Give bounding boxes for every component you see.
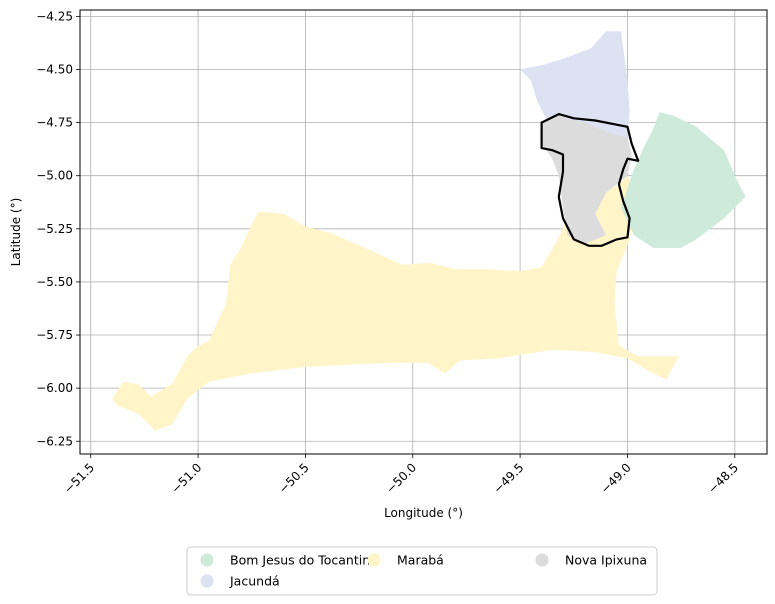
legend-marker-1 [200,574,214,588]
region-jacund- [520,31,630,138]
region-nova-ipixuna [541,116,632,244]
region-bom-jesus-do-tocantins [621,112,746,248]
region-layer [112,31,746,431]
y-tick-label-7: −6.00 [36,381,73,395]
x-tick-label-2: −50.5 [276,460,312,496]
y-axis-ticks: −4.25 −4.50 −4.75 −5.00 −5.25 −5.50 −5.75 −6.00… [36,9,80,448]
legend-label-0: Bom Jesus do Tocantins [230,553,377,568]
y-tick-label-3: −5.00 [36,169,73,183]
y-axis-label: Latitude (°) [9,198,23,267]
y-tick-label-8: −6.25 [36,434,73,448]
x-axis-ticks: −51.5 −51.0 −50.5 −50.0 −49.5 −49.0 −48.5 [61,454,741,496]
outline-layer [540,113,640,247]
x-tick-label-6: −48.5 [705,460,741,496]
y-tick-label-6: −5.75 [36,328,73,342]
legend-marker-3 [535,553,549,567]
y-tick-label-0: −4.25 [36,9,73,23]
y-tick-label-2: −4.75 [36,116,73,130]
legend-marker-2 [367,553,381,567]
x-tick-label-3: −50.0 [383,460,419,496]
x-axis-label: Longitude (°) [384,506,463,520]
x-tick-label-0: −51.5 [61,460,97,496]
y-tick-label-4: −5.25 [36,222,73,236]
region-marab- [112,175,679,431]
legend-label-3: Nova Ipixuna [565,553,647,568]
legend-label-1: Jacundá [229,574,280,589]
x-tick-label-4: −49.5 [491,460,527,496]
plot-frame [79,9,768,455]
legend: Bom Jesus do Tocantins Jacundá Marabá Nova … [186,546,658,596]
y-tick-label-5: −5.50 [36,275,73,289]
legend-marker-0 [200,553,214,567]
y-tick-label-1: −4.50 [36,62,73,76]
legend-label-2: Marabá [397,553,444,568]
x-tick-label-5: −49.0 [598,460,634,496]
x-tick-label-1: −51.0 [169,460,205,496]
study-area-outline [540,113,640,247]
